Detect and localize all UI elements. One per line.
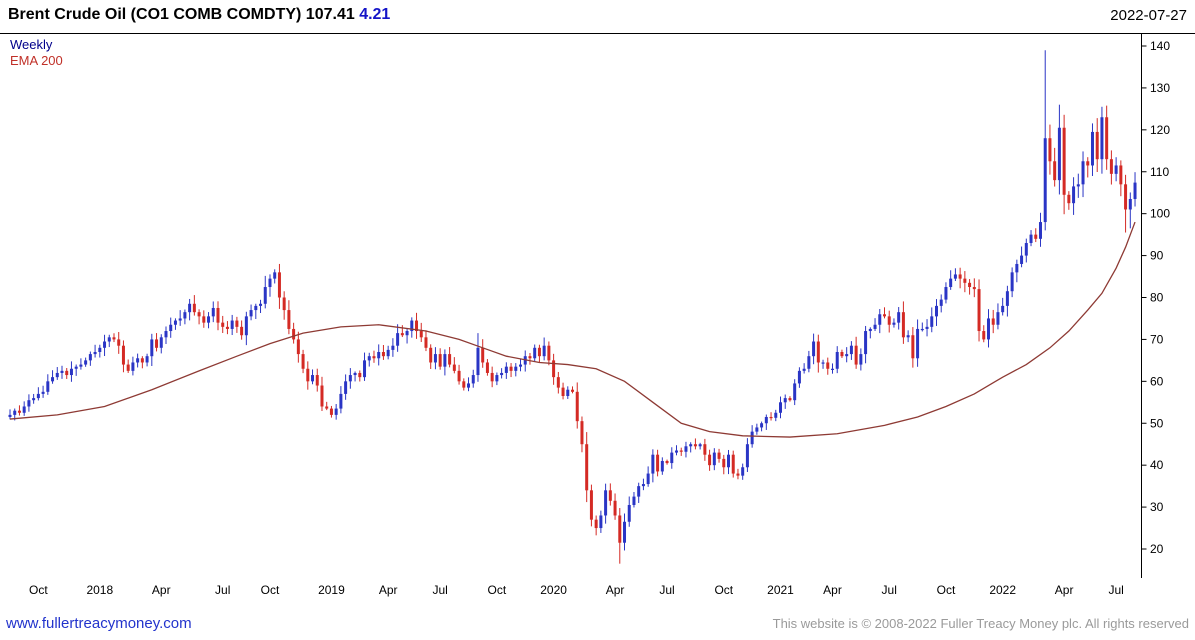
svg-text:Oct: Oct [29,583,48,597]
last-price: 107.41 [305,6,355,23]
svg-text:2020: 2020 [540,583,567,597]
svg-text:Jul: Jul [432,583,447,597]
svg-text:30: 30 [1150,500,1164,514]
svg-text:Apr: Apr [823,583,842,597]
svg-text:100: 100 [1150,207,1170,221]
svg-text:2022: 2022 [989,583,1016,597]
svg-text:Jul: Jul [215,583,230,597]
svg-text:Oct: Oct [714,583,733,597]
svg-text:90: 90 [1150,249,1164,263]
svg-text:120: 120 [1150,123,1170,137]
svg-text:Oct: Oct [261,583,280,597]
svg-text:2021: 2021 [767,583,794,597]
copyright-text: This website is © 2008-2022 Fuller Treac… [772,616,1189,631]
chart-title-bar: Brent Crude Oil (CO1 COMB COMDTY) 107.41… [8,6,390,24]
svg-text:80: 80 [1150,291,1164,305]
svg-text:Apr: Apr [152,583,171,597]
svg-text:Apr: Apr [379,583,398,597]
instrument-title: Brent Crude Oil (CO1 COMB COMDTY) [8,6,302,23]
legend-timeframe: Weekly [10,37,53,52]
chart-date: 2022-07-27 [1110,7,1187,24]
svg-text:Jul: Jul [1108,583,1123,597]
svg-text:130: 130 [1150,81,1170,95]
svg-text:Apr: Apr [1055,583,1074,597]
svg-text:20: 20 [1150,542,1164,556]
svg-text:Apr: Apr [606,583,625,597]
price-change: 4.21 [359,6,391,23]
site-link[interactable]: www.fullertreacymoney.com [6,615,192,632]
svg-text:Oct: Oct [488,583,507,597]
svg-text:50: 50 [1150,416,1164,430]
svg-text:Oct: Oct [937,583,956,597]
svg-text:140: 140 [1150,39,1170,53]
svg-text:Jul: Jul [882,583,897,597]
svg-text:110: 110 [1150,165,1169,179]
legend-ema-200: EMA 200 [10,53,63,68]
svg-text:40: 40 [1150,458,1164,472]
svg-text:Jul: Jul [659,583,674,597]
svg-text:2018: 2018 [86,583,113,597]
svg-text:70: 70 [1150,332,1164,346]
svg-text:60: 60 [1150,374,1164,388]
svg-text:2019: 2019 [318,583,345,597]
